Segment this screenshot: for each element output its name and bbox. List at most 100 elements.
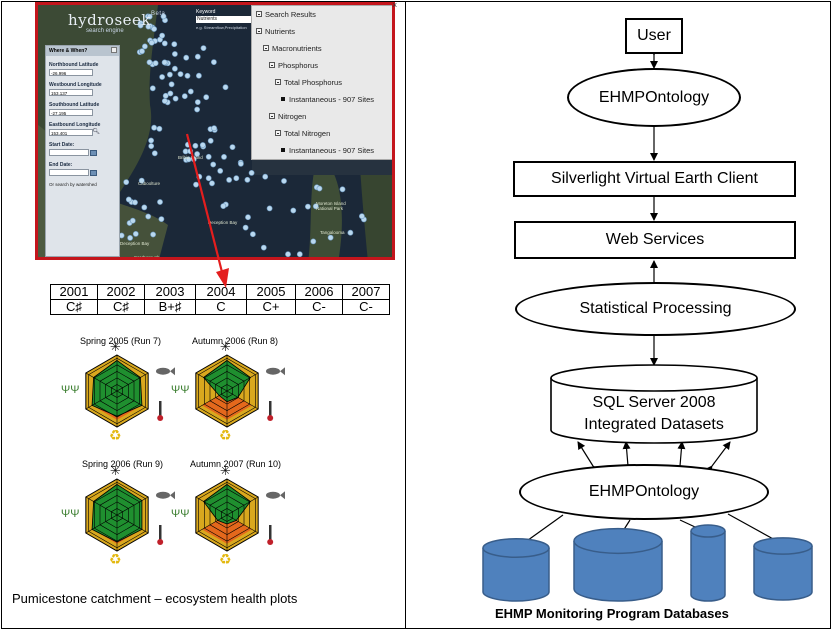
site-marker[interactable] (237, 160, 244, 167)
site-marker[interactable] (220, 203, 227, 209)
collapse-icon[interactable] (269, 113, 275, 120)
site-marker[interactable] (192, 142, 199, 149)
tree-leaf[interactable]: Instantaneous - 907 Sites (281, 95, 374, 104)
close-icon[interactable]: × (392, 0, 398, 10)
collapse-icon[interactable] (275, 79, 281, 86)
site-marker[interactable] (187, 88, 194, 95)
east-lon-input[interactable]: 153.401 🔍︎ (49, 129, 100, 136)
north-lat-input[interactable]: -26.996 (49, 69, 93, 76)
site-marker[interactable] (171, 65, 178, 72)
site-marker[interactable] (150, 231, 156, 238)
site-marker[interactable] (266, 205, 273, 212)
site-marker[interactable] (203, 94, 210, 101)
site-marker[interactable] (145, 213, 152, 220)
site-marker[interactable] (327, 234, 334, 241)
site-marker[interactable] (249, 231, 256, 238)
site-marker[interactable] (347, 229, 354, 236)
site-marker[interactable] (132, 230, 139, 237)
site-marker[interactable] (210, 59, 217, 65)
west-lon-input[interactable]: 153.137 (49, 89, 93, 96)
site-marker[interactable] (233, 175, 240, 182)
site-marker[interactable] (125, 196, 132, 203)
tree-node[interactable]: Nutrients (256, 27, 295, 36)
site-marker[interactable] (285, 251, 291, 257)
site-marker[interactable] (139, 48, 145, 55)
site-marker[interactable] (281, 178, 287, 184)
site-marker[interactable] (129, 217, 136, 224)
site-marker[interactable] (141, 204, 148, 211)
site-marker[interactable] (209, 180, 215, 187)
site-marker[interactable] (207, 137, 214, 144)
site-marker[interactable] (339, 186, 346, 193)
site-marker[interactable] (194, 53, 201, 60)
site-marker[interactable] (194, 106, 200, 113)
site-marker[interactable] (172, 95, 179, 102)
site-marker[interactable] (148, 137, 154, 144)
calendar-icon[interactable] (90, 170, 97, 176)
site-marker[interactable] (200, 45, 207, 51)
site-marker[interactable] (181, 93, 188, 100)
site-marker[interactable] (146, 59, 153, 66)
tree-leaf[interactable]: Instantaneous - 907 Sites (281, 146, 374, 155)
site-marker[interactable] (312, 203, 319, 210)
site-marker[interactable] (193, 181, 199, 188)
site-marker[interactable] (142, 43, 148, 50)
site-marker[interactable] (316, 185, 323, 192)
site-marker[interactable] (210, 161, 217, 168)
site-marker[interactable] (156, 125, 163, 132)
site-marker[interactable] (151, 124, 157, 131)
site-marker[interactable] (138, 177, 145, 184)
site-marker[interactable] (199, 142, 206, 148)
south-lat-input[interactable]: -27.195 (49, 109, 93, 116)
site-marker[interactable] (161, 59, 168, 66)
keyword-input[interactable]: Nutrients (196, 16, 253, 23)
site-marker[interactable] (161, 40, 168, 47)
site-marker[interactable] (296, 251, 303, 257)
site-marker[interactable] (304, 203, 311, 210)
start-date-input[interactable] (49, 149, 97, 156)
site-marker[interactable] (159, 74, 165, 80)
site-marker[interactable] (149, 85, 156, 92)
site-marker[interactable] (159, 32, 165, 39)
site-marker[interactable] (310, 238, 317, 245)
site-marker[interactable] (166, 71, 173, 78)
collapse-icon[interactable] (256, 11, 262, 18)
tree-node[interactable]: Nitrogen (269, 112, 306, 121)
site-marker[interactable] (168, 81, 175, 88)
site-marker[interactable] (205, 175, 212, 182)
search-icon[interactable]: 🔍︎ (92, 129, 100, 135)
tree-node[interactable]: Search Results (256, 10, 316, 19)
site-marker[interactable] (148, 143, 155, 149)
tree-node[interactable]: Total Phosphorus (275, 78, 342, 87)
site-marker[interactable] (229, 144, 236, 150)
site-marker[interactable] (221, 153, 227, 160)
collapse-icon[interactable] (275, 130, 281, 137)
watershed-search-link[interactable]: Or search by watershed (49, 182, 97, 187)
site-marker[interactable] (183, 54, 190, 61)
site-marker[interactable] (161, 98, 168, 104)
site-marker[interactable] (157, 199, 163, 205)
site-marker[interactable] (217, 167, 224, 174)
site-marker[interactable] (226, 176, 232, 183)
site-marker[interactable] (152, 60, 159, 67)
collapse-icon[interactable] (269, 62, 275, 69)
site-marker[interactable] (123, 179, 130, 185)
site-marker[interactable] (205, 153, 212, 160)
site-marker[interactable] (262, 173, 269, 180)
site-marker[interactable] (242, 224, 249, 231)
collapse-icon[interactable] (256, 28, 262, 35)
site-marker[interactable] (177, 71, 184, 77)
site-marker[interactable] (151, 26, 157, 32)
site-marker[interactable] (245, 214, 251, 221)
site-marker[interactable] (148, 39, 155, 46)
tree-node[interactable]: Macronutrients (263, 44, 322, 53)
site-marker[interactable] (158, 216, 165, 222)
site-marker[interactable] (137, 22, 144, 29)
site-marker[interactable] (127, 234, 133, 241)
calendar-icon[interactable] (90, 150, 97, 156)
site-marker[interactable] (194, 99, 201, 105)
satellite-map[interactable]: hydroseekBeta search engine Keyword Nutr… (35, 2, 395, 260)
panel-close-icon[interactable] (111, 47, 117, 53)
site-marker[interactable] (222, 84, 229, 91)
site-marker[interactable] (171, 51, 178, 57)
